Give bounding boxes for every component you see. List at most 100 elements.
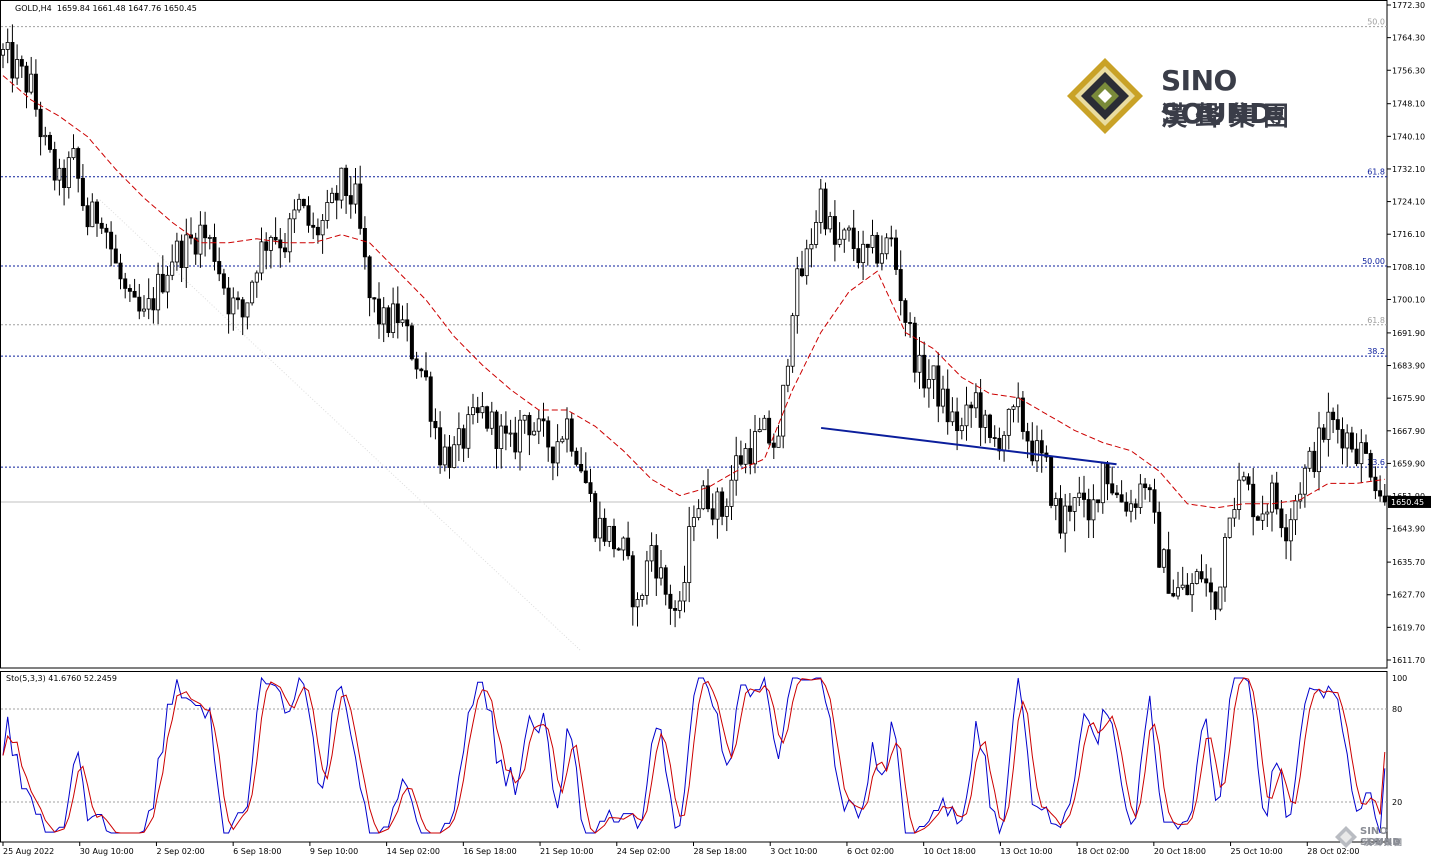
candle-body-bull xyxy=(715,491,720,520)
candle-body-bear xyxy=(602,517,607,542)
candle-body-bull xyxy=(1237,479,1242,510)
candle-body-bear xyxy=(1049,456,1054,506)
candle-body-bull xyxy=(762,417,767,431)
candle-body-bull xyxy=(842,229,847,240)
candle-body-bear xyxy=(1340,429,1345,449)
candle-body-bull xyxy=(1232,509,1237,519)
candle-body-bear xyxy=(433,420,438,429)
candle-body-bull xyxy=(518,419,523,453)
candle-body-bull xyxy=(245,302,250,318)
candle-body-bull xyxy=(1194,571,1199,584)
candle-body-bear xyxy=(203,224,208,239)
candle-body-bull xyxy=(1176,587,1181,597)
candle-body-bull xyxy=(184,234,189,268)
candle-body-bear xyxy=(626,537,631,557)
candle-body-bull xyxy=(1288,519,1293,542)
sino-sound-logo: SINO SOUND 漢聲集團 xyxy=(1063,56,1353,138)
candle-body-bull xyxy=(1035,440,1040,462)
candle-body-bull xyxy=(156,273,161,311)
candle-body-bear xyxy=(1124,501,1129,512)
candle-body-bear xyxy=(179,240,184,268)
price-tick-label: 1627.70 xyxy=(1392,591,1425,600)
candle-body-bull xyxy=(1307,450,1312,469)
candle-body-bull xyxy=(325,202,330,221)
candle-body-bull xyxy=(1016,397,1021,408)
candle-body-bear xyxy=(527,414,532,436)
candle-body-bull xyxy=(1011,406,1016,410)
candle-body-bear xyxy=(334,192,339,201)
candle-body-bull xyxy=(442,446,447,466)
candle-body-bear xyxy=(99,222,104,229)
candle-body-bear xyxy=(503,425,508,434)
candle-body-bear xyxy=(235,297,240,301)
stochastic-header: Sto(5,3,3) 41.6760 52.2459 xyxy=(6,674,117,683)
candle-body-bear xyxy=(52,149,57,181)
candle-body-bull xyxy=(508,432,513,435)
candle-body-bear xyxy=(630,555,635,608)
price-tick-label: 1635.70 xyxy=(1392,558,1425,567)
candle-body-bull xyxy=(1241,476,1246,481)
price-tick-label: 1700.10 xyxy=(1392,295,1425,304)
candle-body-bull xyxy=(1218,586,1223,610)
candle-body-bull xyxy=(1302,467,1307,495)
candle-body-bear xyxy=(226,287,231,315)
candle-body-bull xyxy=(1072,497,1077,512)
candle-body-bull xyxy=(353,183,358,205)
candle-body-bear xyxy=(348,195,353,205)
candle-body-bull xyxy=(480,406,485,414)
time-tick-label: 3 Oct 10:00 xyxy=(770,847,817,856)
candle-body-bear xyxy=(1025,431,1030,442)
candle-body-bull xyxy=(1161,549,1166,568)
candle-body-bull xyxy=(1260,513,1265,521)
candle-body-bull xyxy=(729,479,734,507)
candle-body-bull xyxy=(400,319,405,324)
candle-body-bull xyxy=(1345,432,1350,449)
candle-body-bear xyxy=(80,177,85,207)
candle-body-bear xyxy=(668,593,673,609)
candle-body-bear xyxy=(1312,450,1317,473)
candle-body-bull xyxy=(917,354,922,373)
time-tick-label: 21 Sep 10:00 xyxy=(540,847,593,856)
candle-body-bear xyxy=(405,319,410,327)
candle-body-bear xyxy=(908,322,913,324)
candle-body-bull xyxy=(381,307,386,325)
candle-body-bear xyxy=(85,205,90,228)
candle-body-bear xyxy=(992,437,997,439)
price-tick-label: 1643.90 xyxy=(1392,525,1425,534)
candle-body-bear xyxy=(832,216,837,245)
candle-body-bull xyxy=(57,167,62,181)
candle-body-bear xyxy=(109,231,114,250)
candle-body-bear xyxy=(546,420,551,448)
candle-body-bull xyxy=(1326,411,1331,440)
candle-body-bull xyxy=(532,430,537,436)
time-tick-label: 13 Oct 10:00 xyxy=(1000,847,1052,856)
candle-body-bull xyxy=(1270,482,1275,513)
candle-body-bull xyxy=(950,411,955,423)
price-tick-label: 1732.10 xyxy=(1392,165,1425,174)
candle-body-bear xyxy=(1368,453,1373,478)
candle-body-bear xyxy=(358,183,363,229)
candle-body-bear xyxy=(221,273,226,289)
candle-body-bull xyxy=(743,448,748,465)
stoch-signal-line xyxy=(2,677,1386,834)
price-tick-label: 1611.70 xyxy=(1392,656,1425,665)
candle-body-bull xyxy=(1265,511,1270,515)
candle-body-bull xyxy=(1053,498,1058,506)
candle-body-bull xyxy=(635,599,640,608)
stoch-tick-label: 20 xyxy=(1392,798,1402,807)
price-tick-label: 1756.30 xyxy=(1392,66,1425,75)
candle-body-bull xyxy=(837,238,842,245)
fib-level-label: 50.00 xyxy=(1362,257,1385,266)
candle-body-bull xyxy=(254,272,259,283)
candle-body-bear xyxy=(583,470,588,484)
price-tick-label: 1716.10 xyxy=(1392,230,1425,239)
candle-body-bull xyxy=(1100,462,1105,504)
candle-body-bear xyxy=(217,261,222,275)
candle-body-bear xyxy=(513,432,518,453)
candle-body-bull xyxy=(809,244,814,250)
candle-body-bull xyxy=(753,431,758,465)
candle-body-bear xyxy=(1030,440,1035,462)
watermark-diamond-icon xyxy=(1335,826,1357,848)
candle-body-bull xyxy=(677,600,682,611)
